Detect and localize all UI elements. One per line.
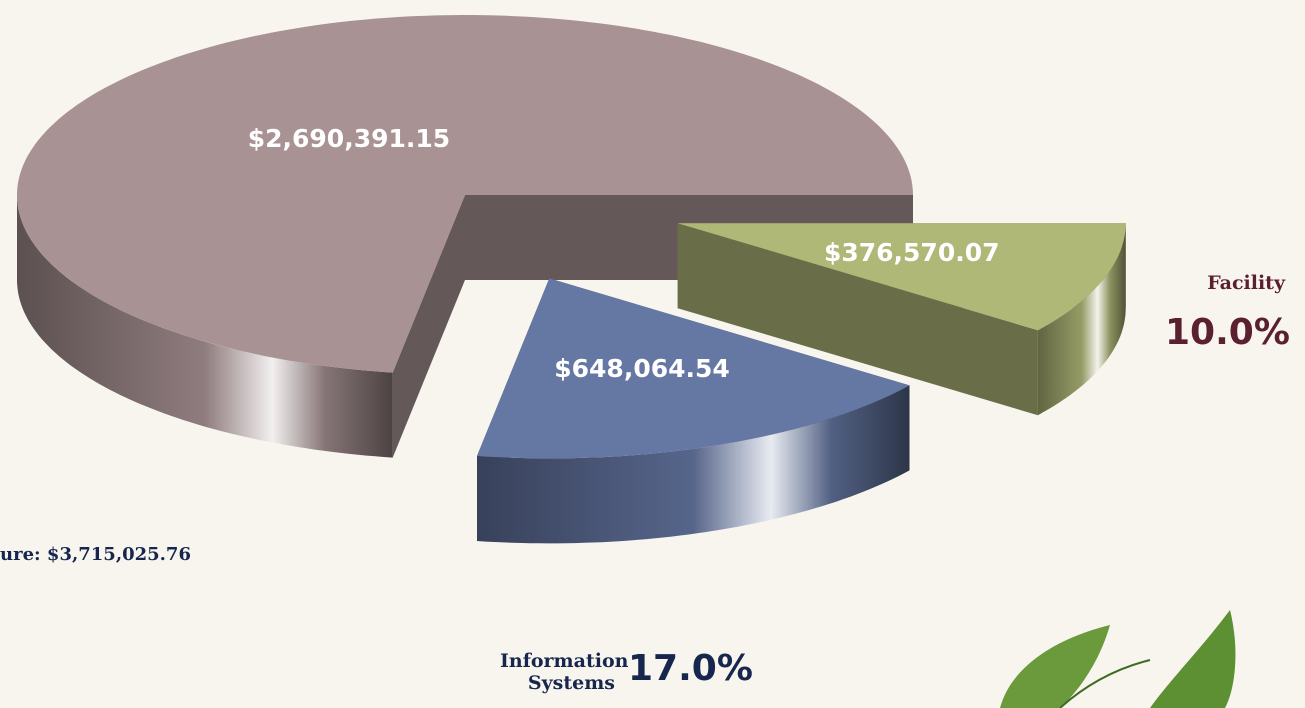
leaf-decoration (1000, 610, 1236, 708)
category-label: Information Systems (500, 650, 629, 694)
slice-cut-wall (677, 223, 1038, 416)
slice-outer-wall (477, 385, 910, 544)
percent-label: 10.0% (1165, 312, 1290, 353)
pie-slice (17, 15, 913, 373)
slice-outer-wall (1037, 223, 1126, 416)
pie-slice (677, 223, 1126, 331)
percent-label: 17.0% (628, 648, 753, 689)
pie-slice (477, 278, 910, 459)
value-label: $376,570.07 (824, 238, 1000, 267)
slice-outer-wall (17, 195, 393, 458)
value-label: $648,064.54 (554, 354, 730, 383)
category-label: Facility (1207, 272, 1285, 294)
slice-cut-wall (392, 195, 465, 458)
value-label: $2,690,391.15 (248, 124, 450, 153)
total-annotation: ure: $3,715,025.76 (0, 544, 191, 565)
